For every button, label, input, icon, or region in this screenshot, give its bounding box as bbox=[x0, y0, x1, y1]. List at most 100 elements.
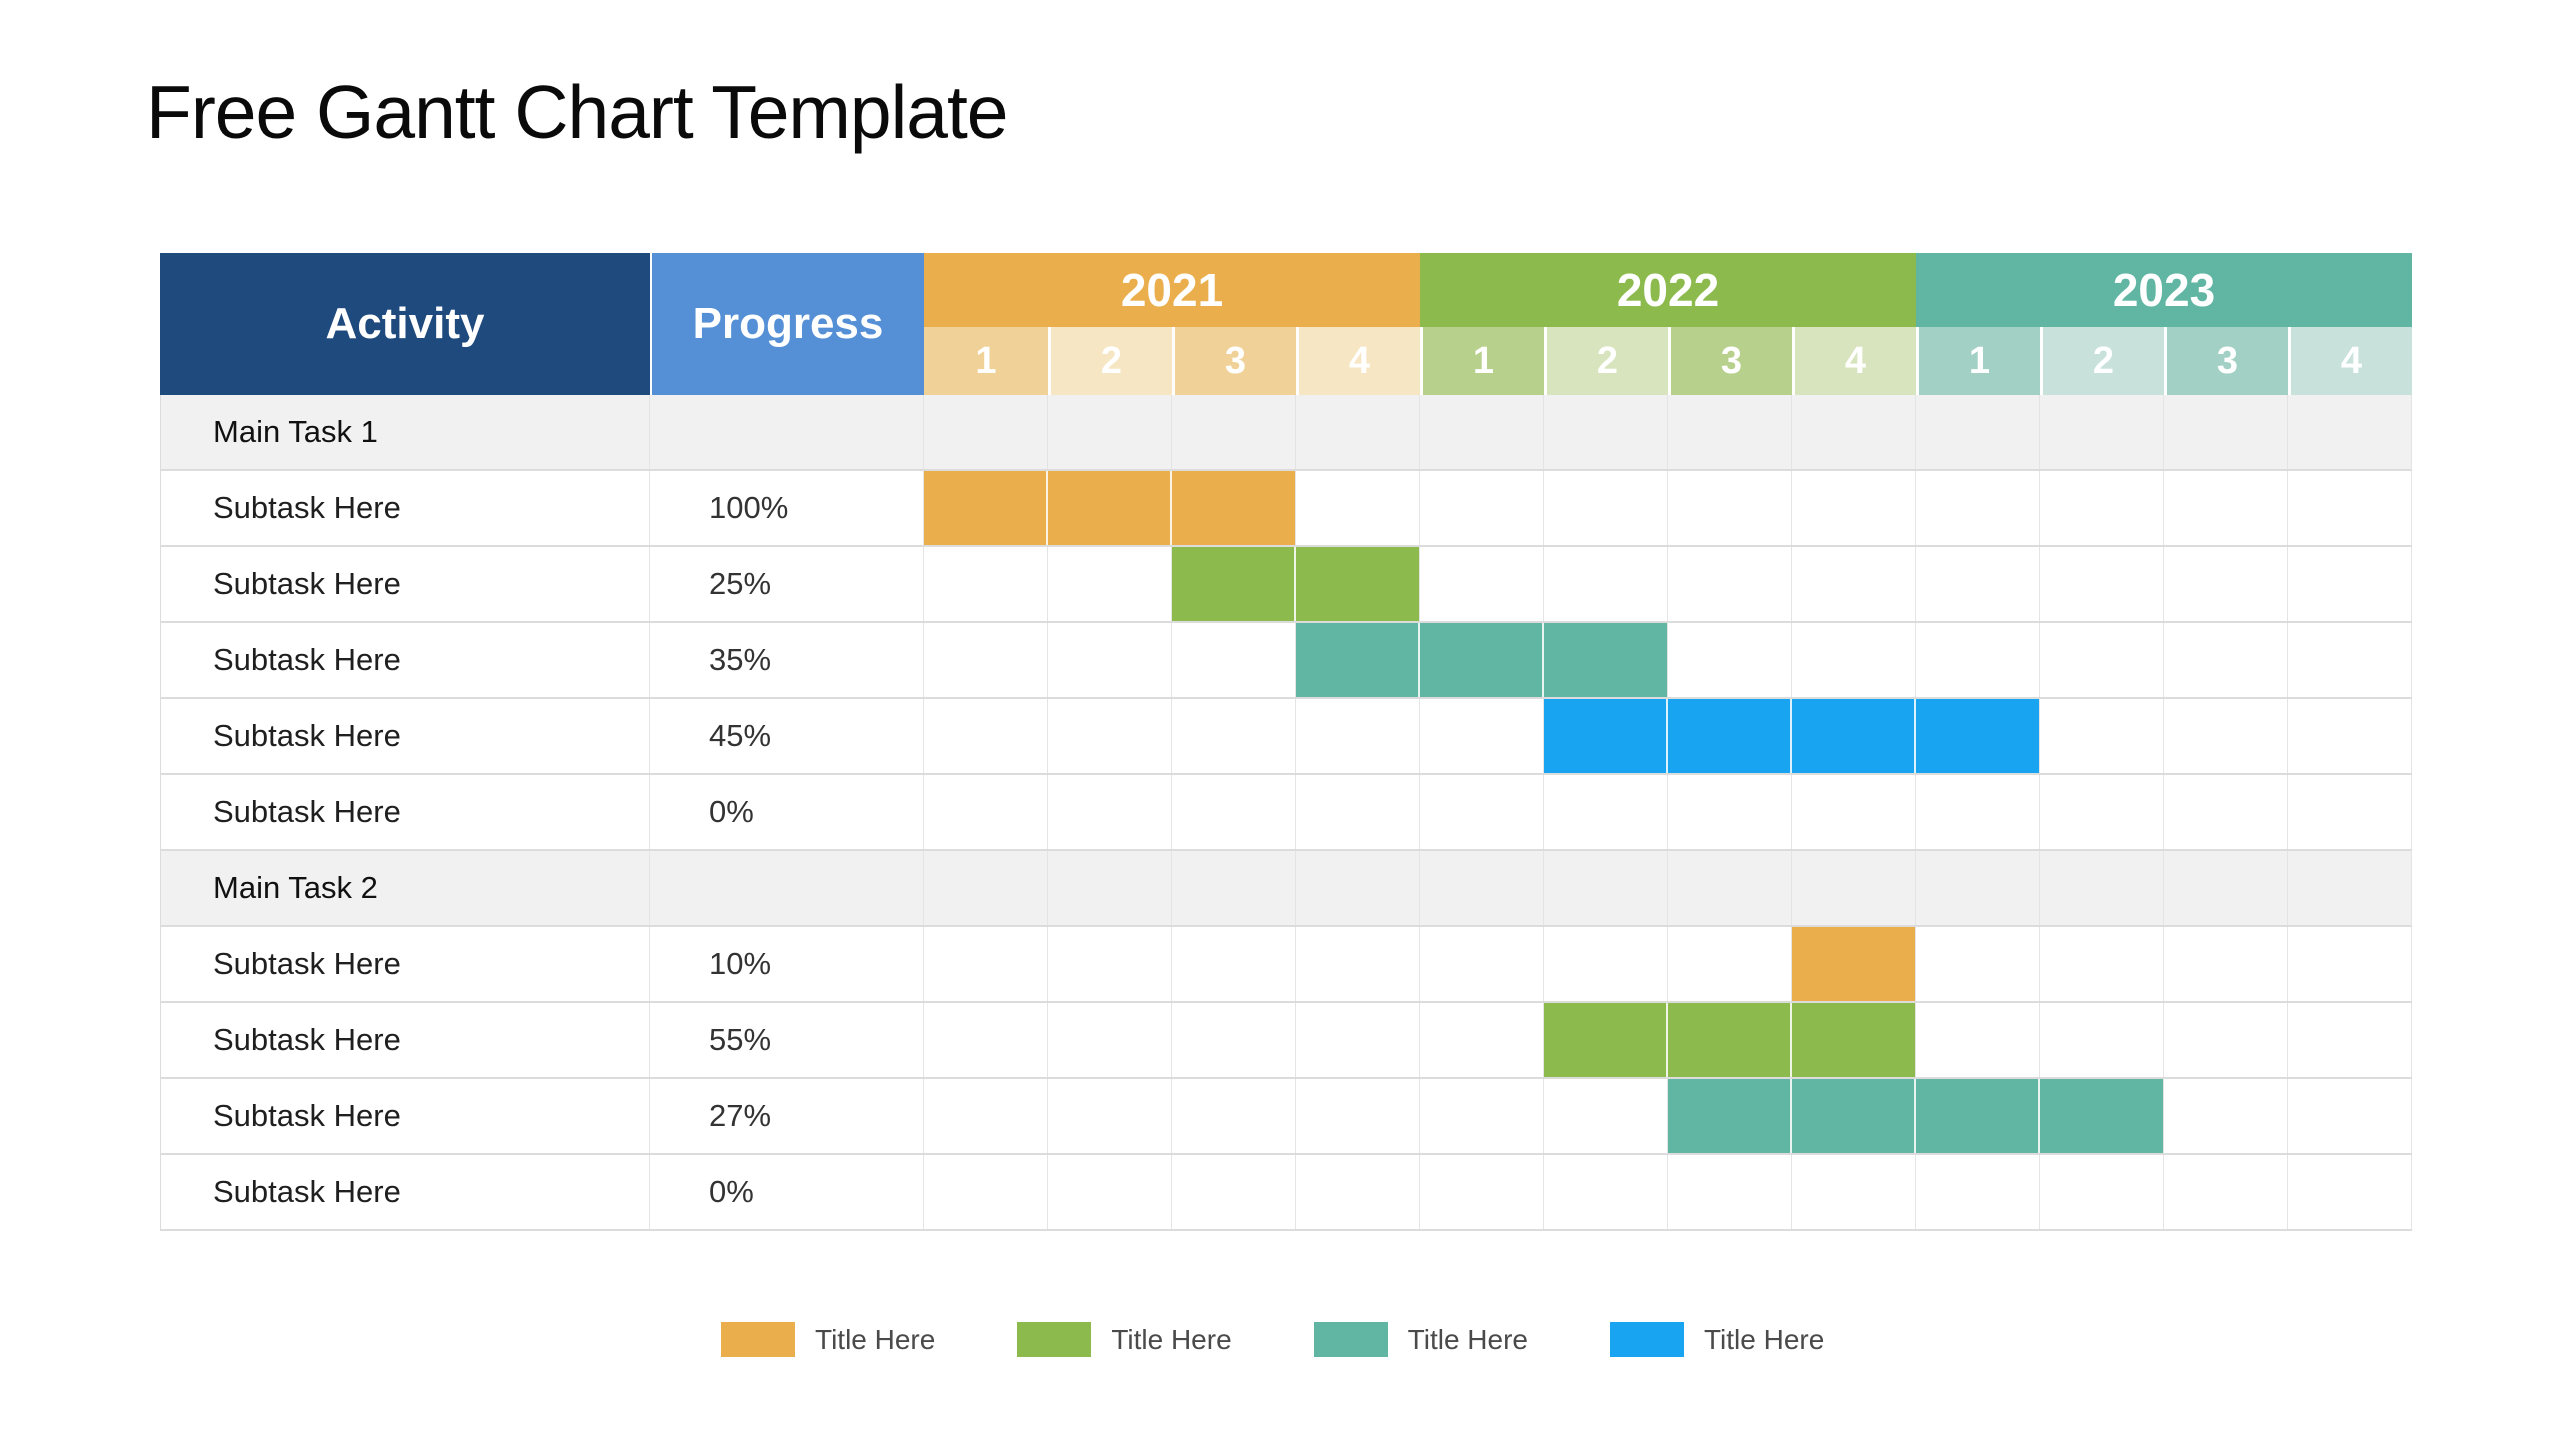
quarter-cell bbox=[1792, 1155, 1916, 1229]
quarter-cell bbox=[2164, 851, 2288, 925]
activity-column-header: Activity bbox=[160, 253, 650, 395]
progress-value: 35% bbox=[650, 623, 924, 697]
gantt-bar-segment bbox=[1048, 471, 1172, 545]
quarter-cell bbox=[1048, 395, 1172, 469]
quarter-cell bbox=[1916, 1155, 2040, 1229]
quarter-cell bbox=[1544, 471, 1668, 545]
gantt-bar-segment bbox=[2040, 1079, 2164, 1153]
task-row-subtask-here-8: Subtask Here 55% bbox=[161, 1003, 2412, 1079]
quarter-cell bbox=[2288, 851, 2412, 925]
year-header-2023: 2023 bbox=[1916, 253, 2412, 327]
quarter-cell bbox=[1420, 1155, 1544, 1229]
quarter-cell bbox=[1420, 395, 1544, 469]
quarter-cell bbox=[1048, 1079, 1172, 1153]
quarter-cell bbox=[1420, 699, 1544, 773]
quarter-cell bbox=[1668, 547, 1792, 621]
task-row-subtask-here-4: Subtask Here 45% bbox=[161, 699, 2412, 775]
gantt-bar-segment bbox=[1544, 699, 1668, 773]
quarter-cell bbox=[1048, 547, 1172, 621]
quarter-cell bbox=[1296, 1003, 1420, 1077]
quarter-cell bbox=[1544, 775, 1668, 849]
quarter-cell bbox=[1420, 471, 1544, 545]
quarter-header-2022-q2: 2 bbox=[1544, 327, 1668, 395]
gantt-bar-segment bbox=[1668, 1079, 1792, 1153]
progress-value: 100% bbox=[650, 471, 924, 545]
quarter-cell bbox=[924, 851, 1048, 925]
quarter-cell bbox=[1792, 851, 1916, 925]
quarter-cell bbox=[1668, 1155, 1792, 1229]
quarter-header-2023-q4: 4 bbox=[2288, 327, 2412, 395]
quarter-cell bbox=[1420, 547, 1544, 621]
gantt-bar-segment bbox=[1172, 547, 1296, 621]
legend: Title Here Title Here Title Here Title Here bbox=[721, 1322, 1824, 1357]
quarter-cell bbox=[924, 775, 1048, 849]
progress-value: 0% bbox=[650, 775, 924, 849]
quarter-cell bbox=[1668, 395, 1792, 469]
progress-value: 25% bbox=[650, 547, 924, 621]
progress-value bbox=[650, 395, 924, 469]
quarter-cell bbox=[2040, 775, 2164, 849]
quarter-cell bbox=[2164, 1003, 2288, 1077]
quarter-cell bbox=[924, 1003, 1048, 1077]
quarter-cell bbox=[1544, 1155, 1668, 1229]
quarter-cell bbox=[2288, 547, 2412, 621]
quarter-cell bbox=[1668, 775, 1792, 849]
quarter-cell bbox=[1916, 851, 2040, 925]
quarter-cell bbox=[2040, 471, 2164, 545]
gantt-bar-segment bbox=[1668, 699, 1792, 773]
quarter-cell bbox=[1916, 623, 2040, 697]
quarter-cell bbox=[1916, 471, 2040, 545]
quarter-cell bbox=[1668, 471, 1792, 545]
quarter-cell bbox=[2164, 623, 2288, 697]
quarter-cell bbox=[2288, 623, 2412, 697]
quarter-cell bbox=[1048, 623, 1172, 697]
gantt-bar-segment bbox=[1420, 623, 1544, 697]
task-row-subtask-here-3: Subtask Here 35% bbox=[161, 623, 2412, 699]
task-label: Subtask Here bbox=[161, 623, 650, 697]
gantt-header: Activity Progress 2021 2022 2023 1 2 3 4 1 2 3 4 1 2… bbox=[160, 253, 2412, 395]
quarter-cell bbox=[1048, 851, 1172, 925]
quarter-cell bbox=[1048, 699, 1172, 773]
quarter-cell bbox=[2288, 1003, 2412, 1077]
progress-value: 10% bbox=[650, 927, 924, 1001]
legend-swatch-2 bbox=[1017, 1322, 1092, 1357]
quarter-cell bbox=[2164, 775, 2288, 849]
quarter-cell bbox=[2288, 471, 2412, 545]
legend-item-1: Title Here bbox=[721, 1322, 935, 1357]
gantt-bar-segment bbox=[1916, 699, 2040, 773]
quarter-cell bbox=[1544, 927, 1668, 1001]
quarter-cell bbox=[924, 699, 1048, 773]
quarter-cell bbox=[1296, 699, 1420, 773]
section-row-main-task-2-6: Main Task 2 bbox=[161, 851, 2412, 927]
legend-label-2: Title Here bbox=[1111, 1323, 1232, 1355]
section-label: Main Task 2 bbox=[161, 851, 650, 925]
quarter-cell bbox=[1172, 775, 1296, 849]
quarter-header-2021-q2: 2 bbox=[1048, 327, 1172, 395]
quarter-cell bbox=[1668, 623, 1792, 697]
gantt-bar-segment bbox=[1792, 1003, 1916, 1077]
quarter-cell bbox=[924, 395, 1048, 469]
legend-item-3: Title Here bbox=[1313, 1322, 1528, 1357]
gantt-bar-segment bbox=[1172, 471, 1296, 545]
quarter-cell bbox=[1420, 775, 1544, 849]
quarter-header-2022-q4: 4 bbox=[1792, 327, 1916, 395]
task-label: Subtask Here bbox=[161, 699, 650, 773]
quarter-cell bbox=[1296, 471, 1420, 545]
progress-value: 0% bbox=[650, 1155, 924, 1229]
quarter-header-2022-q1: 1 bbox=[1420, 327, 1544, 395]
quarter-cell bbox=[1544, 395, 1668, 469]
task-row-subtask-here-1: Subtask Here 100% bbox=[161, 471, 2412, 547]
quarter-cell bbox=[1420, 1003, 1544, 1077]
quarter-header-2023-q3: 3 bbox=[2164, 327, 2288, 395]
quarter-cell bbox=[2288, 395, 2412, 469]
quarter-cell bbox=[1792, 547, 1916, 621]
quarter-cell bbox=[1296, 395, 1420, 469]
quarter-cell bbox=[2288, 1155, 2412, 1229]
quarter-cell bbox=[2288, 1079, 2412, 1153]
quarter-cell bbox=[1048, 927, 1172, 1001]
legend-swatch-4 bbox=[1609, 1322, 1684, 1357]
quarter-cell bbox=[1916, 775, 2040, 849]
gantt-bar-segment bbox=[1916, 1079, 2040, 1153]
quarter-cell bbox=[1172, 1079, 1296, 1153]
page-title: Free Gantt Chart Template bbox=[146, 70, 1009, 154]
